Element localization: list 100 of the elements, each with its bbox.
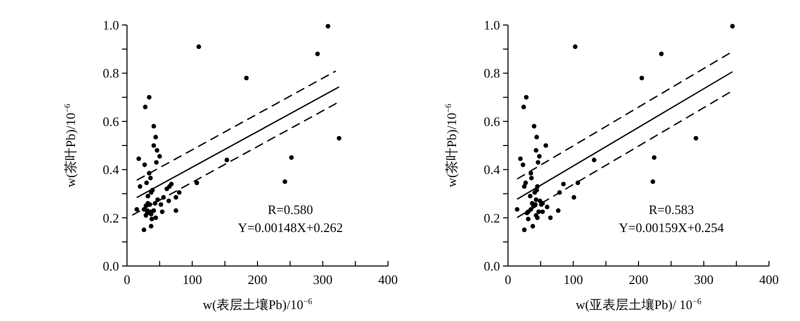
point <box>164 186 170 192</box>
point <box>534 197 538 202</box>
point <box>144 213 148 218</box>
y-tick-label: 0.8 <box>102 66 119 81</box>
x-tick-label: 400 <box>378 272 398 287</box>
point <box>148 176 153 180</box>
point <box>659 52 664 56</box>
annotation: R=0.583 <box>648 202 694 217</box>
y-tick-label: 0.2 <box>484 210 500 226</box>
x-tick-label: 100 <box>182 272 202 287</box>
point <box>282 179 288 184</box>
point <box>514 207 520 212</box>
point <box>524 95 529 100</box>
point <box>529 176 534 180</box>
point <box>520 162 526 168</box>
y-tick-label: 1.0 <box>102 18 119 32</box>
point <box>142 228 146 232</box>
point <box>154 148 160 153</box>
point <box>149 216 154 222</box>
point <box>174 195 178 200</box>
point <box>544 143 548 148</box>
point <box>548 216 553 220</box>
x-axis-title: w(表层土壤Pb)/10$^{−6}$ <box>202 296 312 312</box>
point <box>151 208 156 213</box>
point <box>544 204 550 210</box>
y-tick-label: 1.0 <box>484 18 500 32</box>
point <box>144 180 149 186</box>
point <box>289 155 294 160</box>
point <box>526 216 531 222</box>
annotation: Y=0.00159X+0.254 <box>618 220 724 235</box>
point <box>134 207 140 212</box>
y-tick-label: 0.6 <box>102 114 120 129</box>
point <box>528 194 532 198</box>
point <box>652 155 656 160</box>
point <box>315 52 320 56</box>
point <box>326 24 330 29</box>
point <box>536 160 540 165</box>
point <box>153 134 158 140</box>
point <box>158 202 164 207</box>
point <box>650 179 656 184</box>
point <box>730 24 735 29</box>
point <box>148 190 154 195</box>
point <box>534 148 538 153</box>
x-tick-label: 200 <box>248 272 268 287</box>
point <box>336 136 342 141</box>
y-tick-label: 0.0 <box>484 258 500 274</box>
y-tick-label: 0.8 <box>484 66 500 81</box>
point <box>146 194 150 198</box>
point <box>157 154 162 159</box>
point <box>572 44 578 49</box>
point <box>136 156 142 162</box>
point <box>694 136 698 141</box>
x-axis-title: w(亚表层土壤Pb)/ 10$^{−6}$ <box>576 296 702 312</box>
point <box>154 160 159 165</box>
point <box>148 224 154 229</box>
point <box>151 124 156 129</box>
point <box>174 208 178 213</box>
point <box>142 104 148 110</box>
point <box>160 209 165 214</box>
point <box>537 154 542 159</box>
point <box>535 216 540 220</box>
y-tick-label: 0.4 <box>484 162 500 178</box>
point <box>166 198 172 204</box>
point <box>153 216 158 220</box>
point <box>151 143 156 148</box>
y-tick-label: 0.2 <box>102 210 119 226</box>
annotation: R=0.580 <box>268 202 313 217</box>
point <box>534 134 540 140</box>
point <box>522 228 527 232</box>
x-tick-label: 300 <box>694 272 714 287</box>
point <box>152 201 158 206</box>
point <box>592 158 596 162</box>
point <box>224 158 230 162</box>
point <box>522 184 527 189</box>
x-tick-label: 0 <box>504 272 512 287</box>
point <box>532 124 536 129</box>
point <box>521 104 526 110</box>
point <box>536 209 541 214</box>
y-tick-label: 0.4 <box>102 162 120 178</box>
point <box>176 190 182 195</box>
point <box>561 182 566 186</box>
point <box>142 162 147 168</box>
y-tick-label: 0.6 <box>484 114 500 129</box>
point <box>639 76 644 80</box>
point <box>146 95 152 100</box>
x-tick-label: 0 <box>124 272 130 287</box>
x-tick-label: 100 <box>564 272 583 287</box>
point <box>556 208 561 213</box>
point <box>194 180 200 186</box>
x-tick-label: 200 <box>628 272 648 287</box>
point <box>540 209 545 214</box>
x-tick-label: 300 <box>313 272 332 287</box>
x-tick-label: 400 <box>759 272 779 287</box>
y-tick-label: 0.0 <box>102 258 119 274</box>
point <box>196 44 202 49</box>
annotation: Y=0.00148X+0.262 <box>238 220 343 235</box>
point <box>530 224 536 229</box>
point <box>518 156 523 162</box>
point <box>572 195 576 200</box>
point <box>244 76 249 80</box>
